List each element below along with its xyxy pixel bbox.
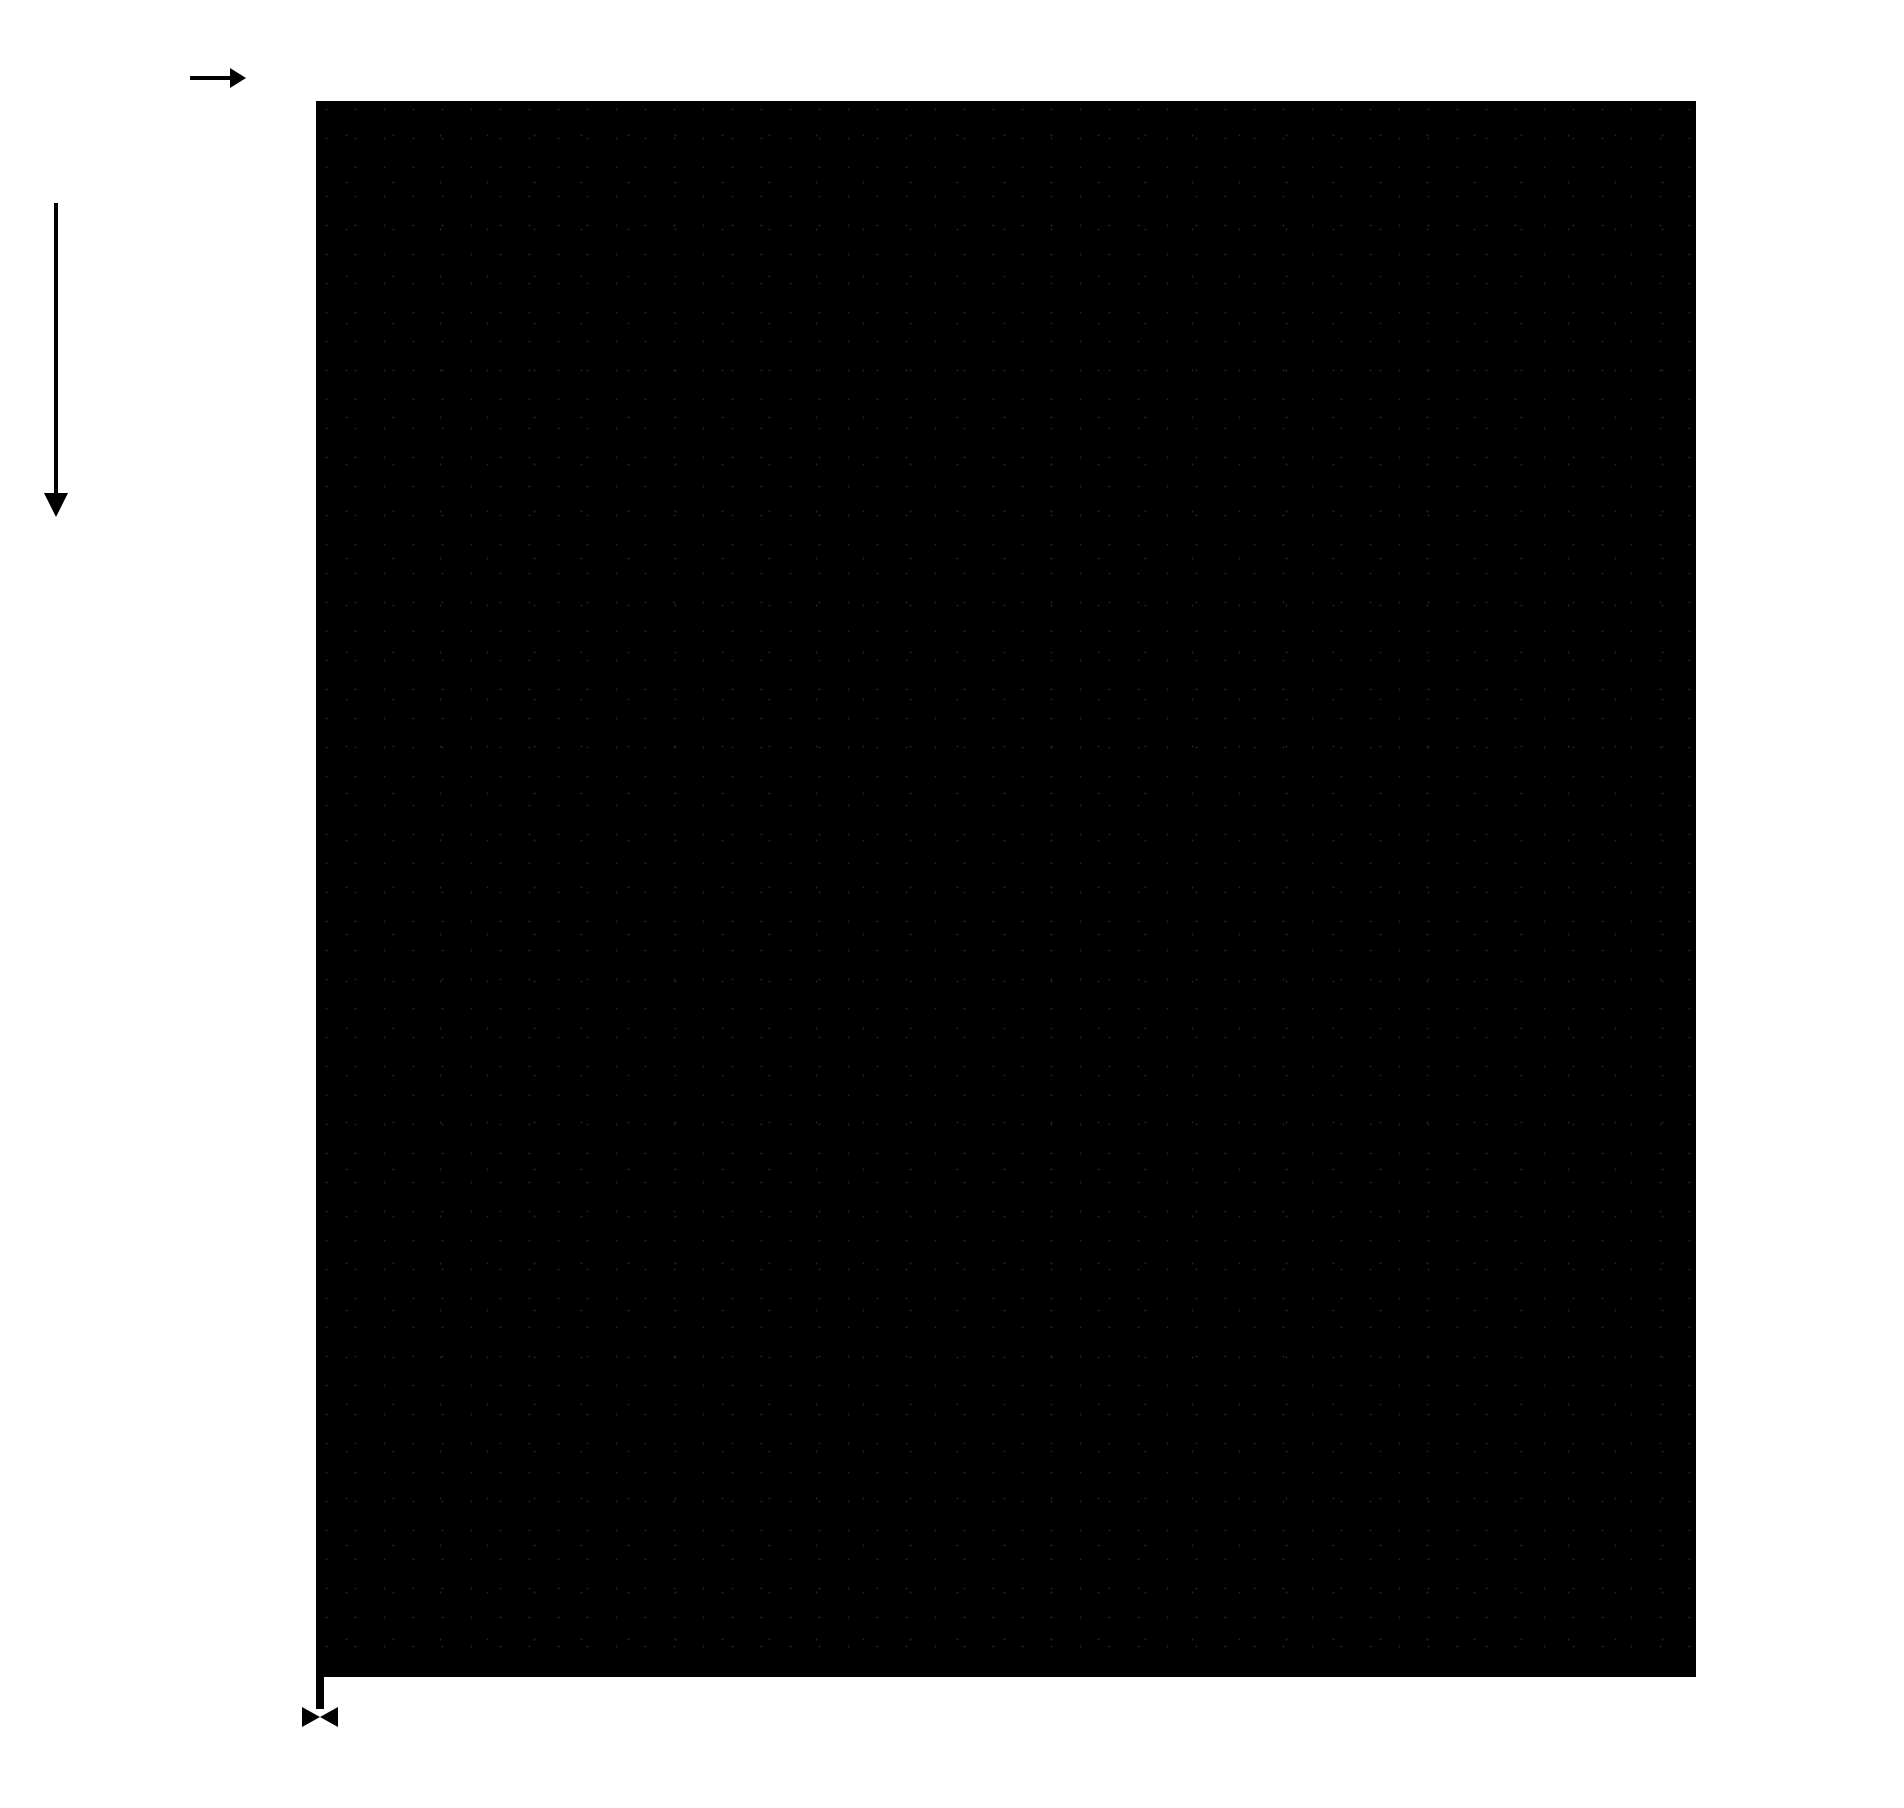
- pt-indicator: [320, 1673, 1864, 1729]
- figure: [0, 0, 1904, 1749]
- matrix-grid: [320, 105, 1692, 1673]
- i-axis: [170, 40, 1864, 105]
- j-axis-arrow: [44, 203, 68, 517]
- noise-overlay: [320, 105, 1692, 1673]
- i-axis-arrow: [190, 46, 246, 111]
- j-axis: [40, 105, 320, 517]
